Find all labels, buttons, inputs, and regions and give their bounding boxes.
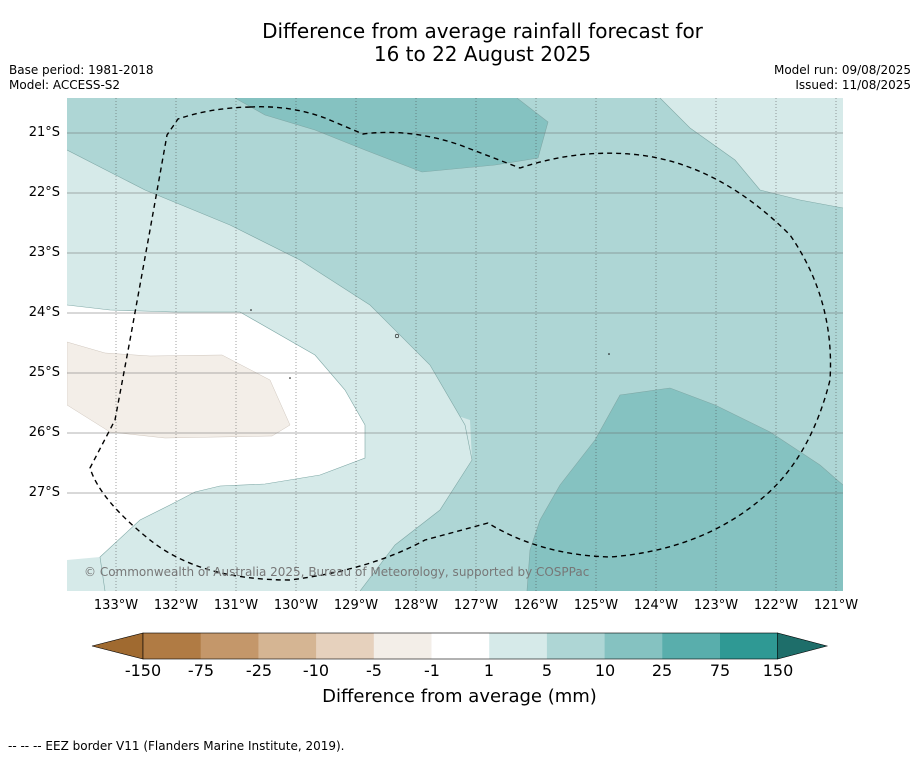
model-label: Model: ACCESS-S2 [9,78,121,92]
lon-tick-label: 131°W [213,598,259,613]
map-title-line2: 16 to 22 August 2025 [373,42,592,66]
colorbar-label: 5 [541,661,553,680]
colorbar-label: -150 [124,661,162,680]
colorbar-label: -10 [302,661,330,680]
lat-tick-label: 22°S [28,185,60,200]
copyright-notice: © Commonwealth of Australia 2025, Bureau… [84,565,590,579]
lat-tick-label: 26°S [28,425,60,440]
colorbar-cell [143,633,202,659]
lon-tick-label: 132°W [153,598,199,613]
colorbar-extend-low [91,632,144,660]
lon-tick-label: 125°W [573,598,619,613]
region-1-5mm-northeast [660,98,843,208]
colorbar-cell [258,633,317,659]
colorbar-cell [604,633,663,659]
graticule [115,98,837,591]
region-1-5mm-south [100,385,472,591]
eez-border [89,106,832,581]
lat-tick-label: 21°S [28,125,60,140]
lon-tick-label: 133°W [93,598,139,613]
colorbar-cell [489,633,548,659]
island-mark [289,377,291,379]
model-run-label: Model run: 09/08/2025 [773,63,911,77]
colorbar-label: 25 [651,661,673,680]
region-10-25mm-north [235,98,548,172]
colorbar-cell [546,633,606,659]
colorbar-outline [142,632,779,660]
lat-tick-label: 24°S [28,305,60,320]
colorbar-label: -5 [366,661,382,680]
colorbar [91,632,829,660]
issued-label: Issued: 11/08/2025 [795,78,911,92]
colorbar-title: Difference from average (mm) [322,686,597,707]
lat-tick-label: 27°S [28,485,60,500]
colorbar-cell [200,633,259,659]
lon-tick-label: 128°W [393,598,439,613]
colorbar-label: 75 [709,661,731,680]
lon-tick-label: 121°W [813,598,859,613]
lon-tick-label: 130°W [273,598,319,613]
lon-tick-label: 124°W [633,598,679,613]
colorbar-cell [662,633,721,659]
colorbar-label: 10 [594,661,616,680]
lon-tick-label: 123°W [693,598,739,613]
eez-footnote: -- -- -- EEZ border V11 (Flanders Marine… [8,739,345,753]
colorbar-label: 150 [762,661,794,680]
lon-tick-label: 129°W [333,598,379,613]
colorbar-label: -75 [187,661,215,680]
colorbar-cell [720,633,779,659]
colorbar-extend-high [777,632,829,660]
colorbar-cell [373,633,432,659]
colorbar-cell [316,633,375,659]
map-title-line1: Difference from average rainfall forecas… [262,19,703,43]
lat-tick-label: 25°S [28,365,60,380]
island-mark [608,353,610,355]
lon-tick-label: 126°W [513,598,559,613]
region-dry-blob [67,341,291,439]
lon-tick-label: 127°W [453,598,499,613]
colorbar-label: -25 [245,661,273,680]
colorbar-label: 1 [483,661,495,680]
colorbar-label: -1 [424,661,440,680]
island-mark [394,333,400,339]
lat-tick-label: 23°S [28,245,60,260]
base-period-label: Base period: 1981-2018 [9,63,154,77]
lon-tick-label: 122°W [753,598,799,613]
island-mark [250,309,252,311]
colorbar-cell [431,633,490,659]
region-10-25mm-southeast [527,388,843,591]
rainfall-map [67,98,843,591]
